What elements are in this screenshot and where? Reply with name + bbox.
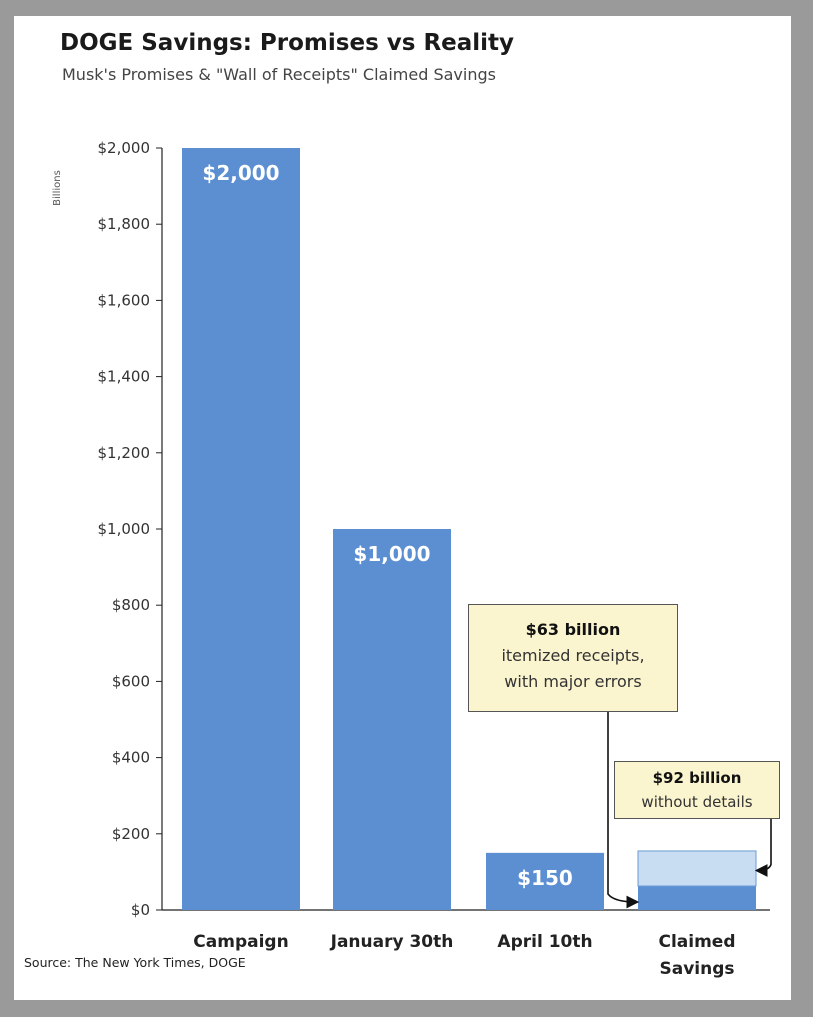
arrow-itemized — [607, 712, 640, 909]
chart-subtitle: Musk's Promises & "Wall of Receipts" Cla… — [62, 65, 496, 84]
callout-itemized-line1: itemized receipts, — [501, 646, 645, 665]
category-label-4: Claimed — [658, 932, 735, 952]
arrow-no-details — [754, 819, 772, 877]
y-tick-label: $800 — [112, 596, 150, 614]
category-label-3: April 10th — [497, 932, 592, 952]
bar-1 — [182, 148, 300, 910]
source-note: Source: The New York Times, DOGE — [24, 955, 246, 970]
callout-no-details-heading: $92 billion — [652, 769, 742, 787]
y-tick-label: $1,600 — [98, 291, 151, 309]
callout-itemized-line2: with major errors — [504, 672, 642, 691]
bar-2 — [333, 529, 451, 910]
chart-title: DOGE Savings: Promises vs Reality — [60, 30, 515, 56]
y-tick-label: $1,400 — [98, 368, 151, 386]
stacked-segment-1 — [638, 885, 756, 910]
category-label-4: Savings — [659, 959, 734, 979]
category-label-2: January 30th — [330, 932, 454, 952]
callout-no-details-line1: without details — [641, 793, 753, 811]
category-label-1: Campaign — [193, 932, 288, 952]
data-label-2: $1,000 — [353, 542, 430, 566]
callout-itemized-heading: $63 billion — [525, 620, 621, 639]
y-tick-label: $1,800 — [98, 215, 151, 233]
callout-no-details: $92 billion without details — [614, 761, 780, 819]
data-label-1: $2,000 — [202, 161, 279, 185]
y-tick-label: $1,000 — [98, 520, 151, 538]
y-tick-label: $400 — [112, 749, 150, 767]
y-tick-label: $200 — [112, 825, 150, 843]
y-tick-label: $0 — [131, 901, 150, 919]
y-tick-label: $600 — [112, 672, 150, 690]
y-tick-label: $1,200 — [98, 444, 151, 462]
stacked-segment-2 — [637, 850, 757, 887]
y-axis-title: Billions — [52, 170, 63, 206]
y-tick-label: $2,000 — [98, 139, 151, 157]
data-label-3: $150 — [517, 866, 573, 890]
bar-3 — [486, 852, 604, 910]
callout-itemized: $63 billion itemized receipts, with majo… — [468, 604, 678, 712]
